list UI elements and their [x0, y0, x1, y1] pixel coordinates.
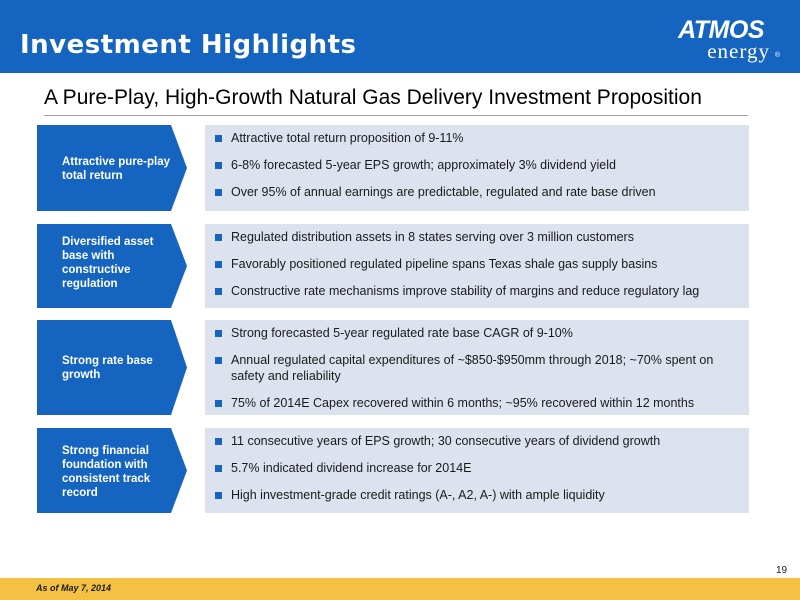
row-label: Strong financial foundation with consist…: [62, 445, 151, 499]
footer-note: As of May 7, 2014: [36, 583, 112, 593]
bullet-panel: Regulated distribution assets in 8 state…: [205, 224, 749, 308]
bullet-square-icon: [215, 261, 222, 268]
bullet-square-icon: [215, 234, 222, 241]
bullet-square-icon: [215, 400, 222, 407]
bullet-list: Attractive total return proposition of 9…: [215, 130, 736, 211]
bullet-square-icon: [215, 162, 222, 169]
row-chevron: [37, 224, 187, 308]
bullet-panel: Strong forecasted 5-year regulated rate …: [205, 320, 749, 415]
bullet-item: Regulated distribution assets in 8 state…: [215, 229, 736, 245]
row-chevron: [37, 428, 187, 513]
bullet-list: Strong forecasted 5-year regulated rate …: [215, 325, 736, 422]
atmos-energy-logo: ATMOS energy ®: [678, 16, 790, 63]
logo-brand: ATMOS: [678, 16, 764, 44]
bullet-item: 5.7% indicated dividend increase for 201…: [215, 460, 736, 476]
row-label: Diversified asset base with constructive…: [62, 236, 154, 290]
bullet-square-icon: [215, 189, 222, 196]
bullet-panel: Attractive total return proposition of 9…: [205, 125, 749, 211]
page-title: Investment Highlights: [20, 30, 357, 60]
logo-registered-mark: ®: [774, 52, 780, 59]
bullet-item: Favorably positioned regulated pipeline …: [215, 256, 736, 272]
bullet-square-icon: [215, 330, 222, 337]
bullet-item: Strong forecasted 5-year regulated rate …: [215, 325, 736, 341]
bullet-square-icon: [215, 357, 222, 364]
bullet-panel: 11 consecutive years of EPS growth; 30 c…: [205, 428, 749, 513]
bullet-square-icon: [215, 288, 222, 295]
row-label: Strong rate base growth: [62, 355, 153, 381]
row-chevron: [37, 125, 187, 211]
logo-sub: energy: [707, 39, 770, 63]
highlight-row: Attractive pure-play total return Attrac…: [37, 125, 749, 211]
row-label: Attractive pure-play total return: [62, 156, 171, 182]
page-number: 19: [776, 565, 788, 576]
bullet-item: Attractive total return proposition of 9…: [215, 130, 736, 146]
highlight-row: Strong financial foundation with consist…: [37, 428, 749, 513]
bullet-list: Regulated distribution assets in 8 state…: [215, 229, 736, 310]
footer-bar: [0, 578, 800, 600]
bullet-item: High investment-grade credit ratings (A-…: [215, 487, 736, 503]
bullet-square-icon: [215, 438, 222, 445]
subtitle-divider: [44, 115, 748, 116]
bullet-item: Over 95% of annual earnings are predicta…: [215, 184, 736, 200]
bullet-list: 11 consecutive years of EPS growth; 30 c…: [215, 433, 736, 514]
bullet-item: Annual regulated capital expenditures of…: [215, 352, 736, 384]
bullet-item: Constructive rate mechanisms improve sta…: [215, 283, 736, 299]
bullet-item: 11 consecutive years of EPS growth; 30 c…: [215, 433, 736, 449]
bullet-item: 6-8% forecasted 5-year EPS growth; appro…: [215, 157, 736, 173]
header-bar: Investment Highlights ATMOS energy ®: [0, 0, 800, 73]
row-chevron: [37, 320, 187, 415]
highlight-row: Diversified asset base with constructive…: [37, 224, 749, 308]
bullet-square-icon: [215, 465, 222, 472]
bullet-square-icon: [215, 135, 222, 142]
subtitle: A Pure-Play, High-Growth Natural Gas Del…: [44, 86, 702, 109]
bullet-item: 75% of 2014E Capex recovered within 6 mo…: [215, 395, 736, 411]
bullet-square-icon: [215, 492, 222, 499]
highlight-row: Strong rate base growth Strong forecaste…: [37, 320, 749, 415]
